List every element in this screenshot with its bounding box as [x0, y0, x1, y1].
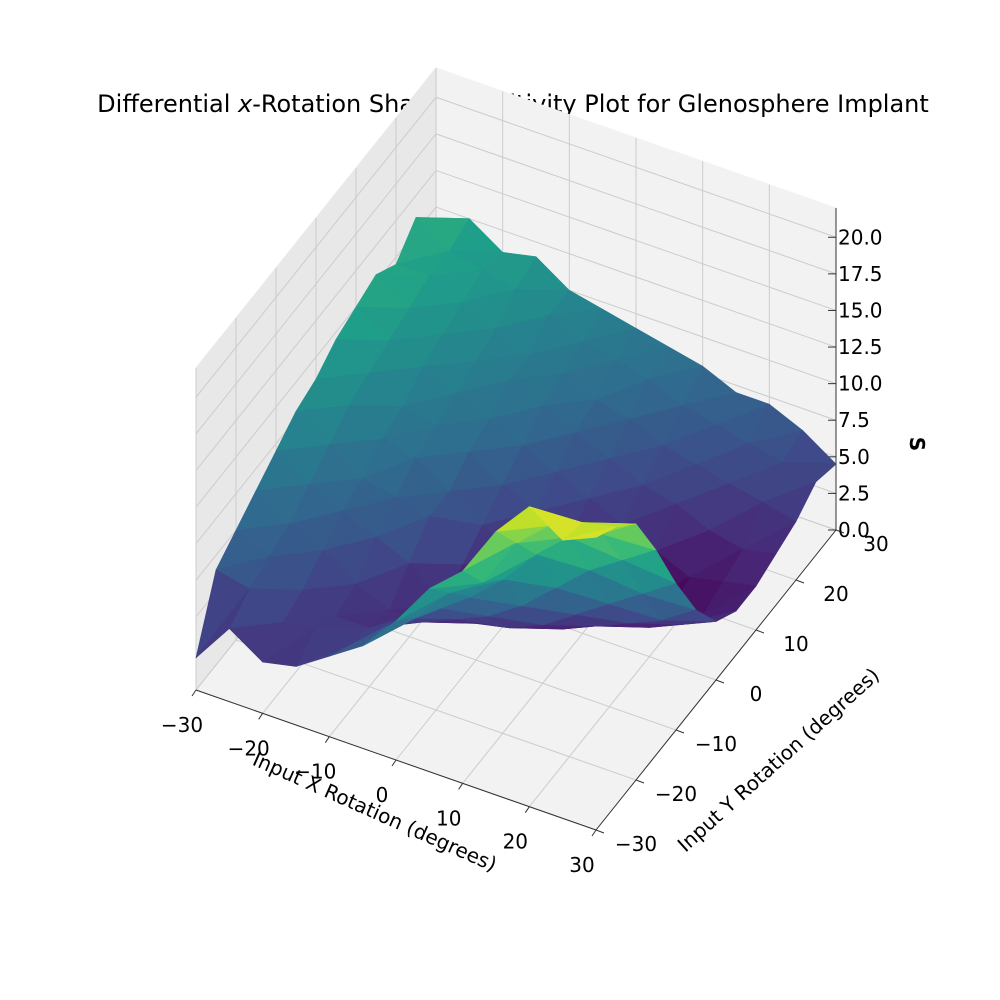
z-axis-label: S: [905, 437, 929, 451]
x-tick-mark: [391, 759, 397, 767]
x-tick-mark: [258, 713, 264, 720]
title-variable: x: [237, 90, 253, 118]
x-tick-label: −20: [228, 736, 270, 760]
grid-line-back-z: [435, 133, 837, 275]
y-tick-mark: [635, 779, 645, 784]
surface-mesh: [195, 217, 837, 667]
surface-facet: [362, 617, 417, 647]
surface-facet: [262, 626, 317, 667]
grid-line-wall-z: [195, 133, 437, 435]
x-tick-mark: [524, 806, 530, 813]
y-tick-label: 30: [863, 532, 888, 556]
y-tick-label: −10: [695, 732, 737, 756]
y-tick-mark: [715, 679, 725, 684]
title-suffix: -Rotation Shape Sensitivity Plot for Gle…: [252, 90, 929, 118]
surface-facet: [328, 627, 384, 657]
grid-line-wall-z: [195, 96, 437, 398]
x-tick-mark: [191, 689, 197, 697]
chart-title: Differential x-Rotation Shape Sensitivit…: [97, 90, 929, 118]
y-tick-mark: [595, 829, 605, 834]
grid-line-wall-z: [195, 170, 437, 471]
x-tick-mark: [591, 829, 597, 837]
surface-facet: [602, 523, 657, 551]
x-tick-label: 30: [569, 853, 594, 877]
y-tick-mark: [755, 629, 765, 634]
z-tick-label: 10.0: [838, 372, 883, 396]
z-tick-label: 0.0: [838, 518, 870, 542]
z-tick-label: 12.5: [838, 335, 883, 359]
y-tick-label: −20: [655, 782, 697, 806]
y-tick-label: 0: [750, 682, 763, 706]
grid-line-back-z: [435, 169, 837, 311]
z-tick-label: 17.5: [838, 262, 883, 286]
y-tick-label: 20: [823, 582, 848, 606]
surface-facet: [642, 583, 697, 611]
surface-facet: [662, 609, 717, 622]
y-tick-mark: [675, 729, 685, 734]
x-tick-mark: [324, 736, 330, 743]
x-tick-label: −10: [294, 760, 336, 784]
x-tick-label: 0: [376, 783, 389, 807]
z-tick-label: 5.0: [838, 445, 870, 469]
y-tick-mark: [835, 529, 845, 534]
z-tick-label: 2.5: [838, 481, 870, 505]
grid-line-back-z: [435, 96, 837, 238]
y-tick-mark: [795, 579, 805, 584]
z-tick-label: 15.0: [838, 299, 883, 323]
z-tick-label: 7.5: [838, 408, 870, 432]
y-tick-label: 10: [783, 632, 808, 656]
surface-facet: [195, 588, 250, 659]
x-tick-mark: [458, 783, 464, 790]
surface-facet: [395, 588, 450, 622]
surface-facet: [562, 526, 617, 541]
grid-line-wall-z: [195, 206, 437, 508]
tick-labels: −30−20−100102030−30−20−1001020300.02.55.…: [161, 225, 889, 877]
x-tick-label: −30: [161, 713, 203, 737]
surface-facet: [428, 570, 484, 590]
axis-lines: [191, 208, 845, 837]
grid-line-back-z: [435, 206, 837, 348]
title-prefix: Differential: [97, 90, 238, 118]
x-tick-label: 10: [436, 806, 461, 830]
x-tick-label: 20: [503, 830, 528, 854]
y-tick-label: −30: [615, 832, 657, 856]
z-tick-label: 20.0: [838, 225, 883, 249]
